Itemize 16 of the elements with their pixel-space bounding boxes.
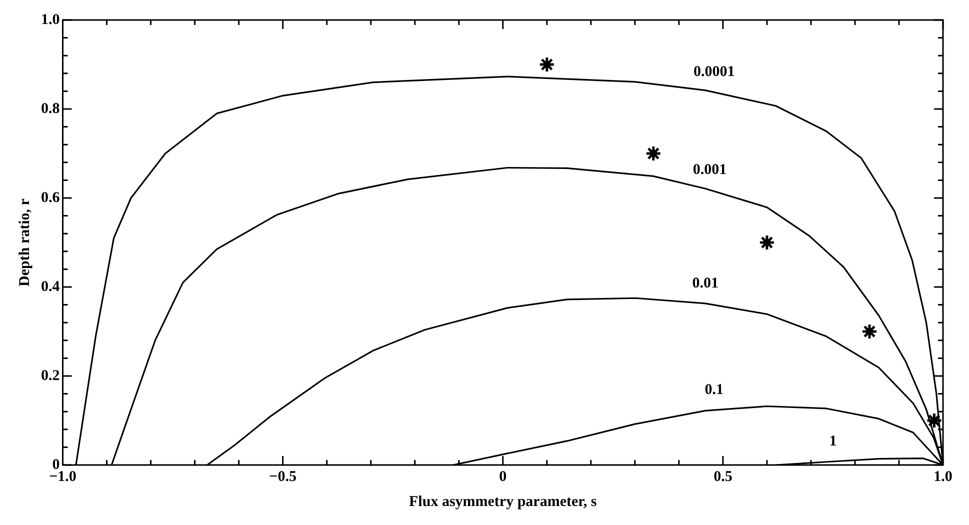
x-tick-label: 0.5 bbox=[714, 468, 732, 485]
series-label: 0.01 bbox=[692, 275, 718, 292]
x-tick-label: 0 bbox=[499, 468, 507, 485]
y-tick-label: 0.4 bbox=[41, 278, 60, 295]
x-axis-title: Flux asymmetry parameter, s bbox=[409, 494, 597, 510]
series-label: 0.1 bbox=[704, 382, 724, 398]
y-tick-label: 0.8 bbox=[41, 100, 60, 117]
x-tick-label: −0.5 bbox=[269, 468, 296, 485]
y-tick-label: 0.6 bbox=[41, 190, 60, 206]
x-tick-label: 1.0 bbox=[934, 468, 952, 485]
series-label: 0.001 bbox=[692, 162, 727, 178]
y-axis-title: Depth ratio, r bbox=[16, 198, 33, 286]
y-tick-label: 0.2 bbox=[41, 368, 60, 384]
y-tick-label: 1.0 bbox=[41, 12, 60, 28]
series-label: 0.0001 bbox=[694, 64, 735, 80]
series-label: 1 bbox=[829, 433, 837, 450]
